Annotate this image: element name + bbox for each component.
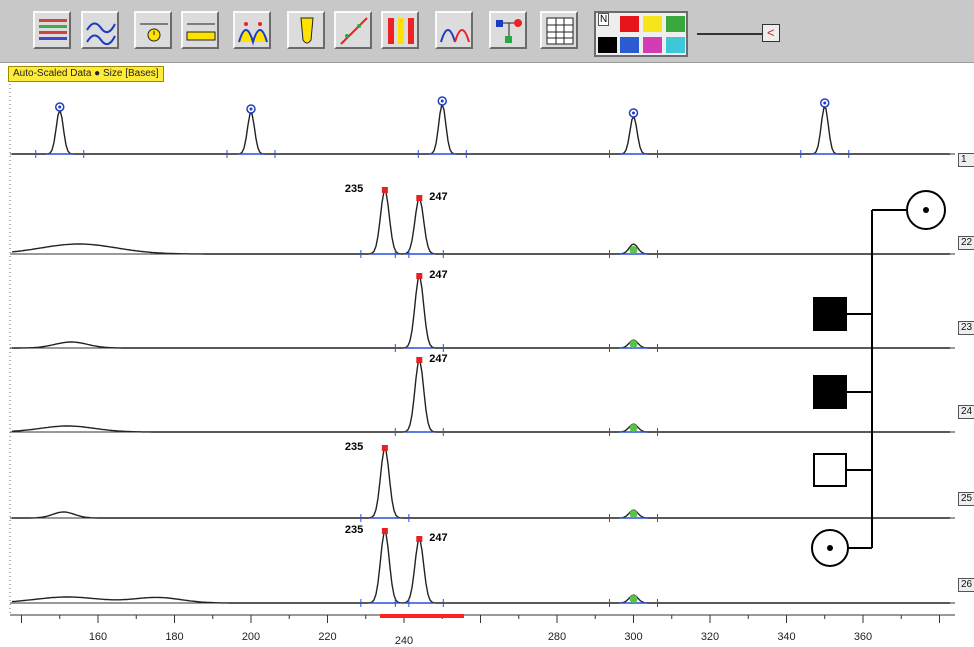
overlay-traces-button[interactable]	[81, 11, 119, 49]
x-tick-label: 160	[89, 631, 107, 643]
ruler-icon	[186, 23, 216, 41]
overlay-traces-icon	[86, 22, 116, 46]
allele-call-marker	[381, 528, 388, 534]
allele-call-marker	[381, 187, 388, 193]
ruler-button[interactable]	[181, 11, 219, 49]
allele-call-marker	[416, 195, 423, 201]
sample-tube-icon	[300, 17, 314, 44]
compare-peaks-button[interactable]	[435, 11, 473, 49]
pedigree-affected-male	[813, 297, 847, 331]
allele-call-label: 247	[429, 269, 447, 281]
size-standard-marker-dot	[58, 105, 62, 109]
off-ladder-peak-marker	[629, 595, 638, 603]
scale-status-banner: Auto-Scaled Data ● Size [Bases]	[8, 66, 164, 82]
size-standard-icon	[140, 23, 168, 42]
sample-tube-button[interactable]	[287, 11, 325, 49]
x-tick-label: 220	[318, 631, 336, 643]
size-standard-marker-dot	[440, 99, 444, 103]
scatter-plot-icon	[340, 17, 368, 45]
off-ladder-peak-marker	[629, 510, 638, 518]
pedigree-carrier-dot	[827, 545, 833, 551]
swatch-blue[interactable]	[620, 37, 639, 53]
pedigree-carrier-dot	[923, 207, 929, 213]
allele-call-marker	[416, 357, 423, 363]
allele-call-label: 235	[345, 524, 363, 536]
scatter-plot-button[interactable]	[334, 11, 372, 49]
tile-lanes-button[interactable]	[33, 11, 71, 49]
x-tick-label: 200	[242, 631, 260, 643]
pedigree-button[interactable]	[489, 11, 527, 49]
swatch-magenta[interactable]	[643, 37, 662, 53]
trace-line	[12, 275, 950, 349]
dye-color-palette[interactable]: N	[594, 11, 688, 57]
trace-line	[11, 531, 950, 604]
swatch-green[interactable]	[666, 16, 685, 32]
lane-tag[interactable]: 23	[958, 321, 974, 335]
allele-call-label: 247	[429, 191, 447, 203]
compare-peaks-icon	[440, 29, 470, 43]
allele-grid-button[interactable]	[381, 11, 419, 49]
lane-tag[interactable]: 1	[958, 153, 974, 167]
x-tick-label: 360	[854, 631, 872, 643]
off-ladder-peak-marker	[629, 340, 638, 348]
peak-label-button[interactable]	[233, 11, 271, 49]
lane-tag[interactable]: 26	[958, 578, 974, 592]
zoom-slider-track[interactable]	[697, 33, 763, 35]
size-standard-marker-dot	[249, 107, 253, 111]
table-icon	[546, 17, 574, 45]
palette-label-n: N	[598, 13, 610, 26]
swatch-black[interactable]	[598, 37, 617, 53]
peak-label-icon	[238, 22, 268, 46]
allele-call-marker	[381, 445, 388, 451]
pedigree-icon	[496, 19, 522, 43]
size-standard-marker-dot	[823, 101, 827, 105]
x-tick-label: 340	[777, 631, 795, 643]
x-tick-label: 240	[395, 635, 413, 647]
allele-call-label: 247	[429, 532, 447, 544]
swatch-cyan[interactable]	[666, 37, 685, 53]
swatch-yellow[interactable]	[643, 16, 662, 32]
allele-grid-icon	[388, 18, 414, 44]
pedigree-affected-male	[813, 375, 847, 409]
lane-tag[interactable]: 22	[958, 236, 974, 250]
lane-tag[interactable]: 25	[958, 492, 974, 506]
allele-call-marker	[416, 273, 423, 279]
off-ladder-peak-marker	[629, 424, 638, 432]
allele-bin-highlight	[380, 614, 464, 618]
zoom-slider-thumb[interactable]: <	[762, 24, 780, 42]
trace-line	[12, 101, 950, 155]
zoom-thumb-glyph: <	[767, 25, 775, 40]
trace-line	[12, 448, 950, 519]
lane-tag[interactable]: 24	[958, 405, 974, 419]
pedigree-unaffected-male	[813, 453, 847, 487]
allele-call-label: 235	[345, 183, 363, 195]
table-button[interactable]	[540, 11, 578, 49]
trace-line	[11, 359, 950, 433]
size-standard-marker-dot	[632, 111, 635, 115]
x-tick-label: 180	[165, 631, 183, 643]
allele-call-label: 235	[345, 441, 363, 453]
allele-call-marker	[416, 536, 423, 542]
x-tick-label: 320	[701, 631, 719, 643]
swatch-red[interactable]	[620, 16, 639, 32]
x-tick-label: 280	[548, 631, 566, 643]
off-ladder-peak-marker	[629, 246, 638, 254]
toolbar: N <	[0, 0, 974, 63]
allele-call-label: 247	[429, 353, 447, 365]
trace-line	[11, 190, 950, 255]
size-standard-button[interactable]	[134, 11, 172, 49]
x-tick-label: 300	[624, 631, 642, 643]
tile-lanes-icon	[39, 19, 67, 40]
